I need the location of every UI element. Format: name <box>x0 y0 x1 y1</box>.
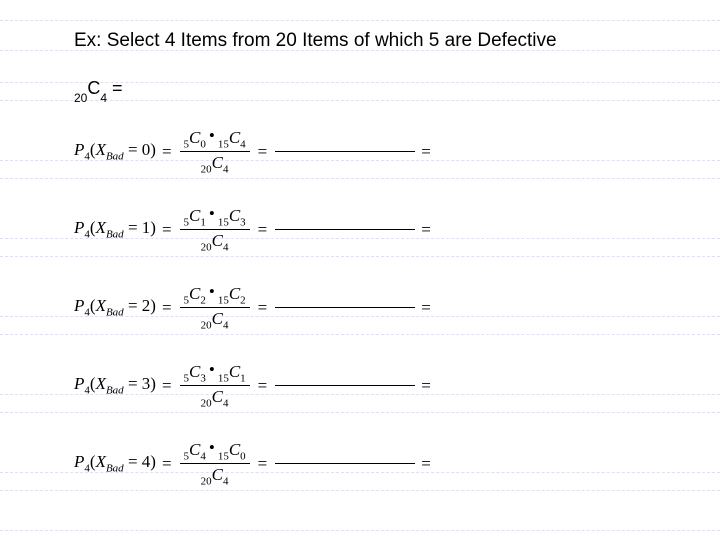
blank-fraction-bar <box>275 463 415 464</box>
blank-fraction-bar <box>275 307 415 308</box>
probability-row-1: P4(XBad = 1) = 5C1•15C320C4 = = <box>74 202 646 258</box>
blank-fraction-bar <box>275 151 415 152</box>
equals-2: = <box>258 454 268 474</box>
equals-3: = <box>421 376 431 396</box>
lhs: P4(XBad = 4) <box>74 452 156 474</box>
fraction-symbolic: 5C1•15C320C4 <box>180 205 250 255</box>
equals-2: = <box>258 220 268 240</box>
blank-fraction-bar <box>275 229 415 230</box>
page-title: Ex: Select 4 Items from 20 Items of whic… <box>74 30 646 52</box>
fraction-symbolic: 5C0•15C420C4 <box>180 127 250 177</box>
lhs: P4(XBad = 0) <box>74 140 156 162</box>
probability-row-0: P4(XBad = 0) = 5C0•15C420C4 = = <box>74 124 646 180</box>
equals-2: = <box>258 298 268 318</box>
equals-3: = <box>421 298 431 318</box>
fraction-symbolic: 5C4•15C020C4 <box>180 439 250 489</box>
probability-row-3: P4(XBad = 3) = 5C3•15C120C4 = = <box>74 358 646 414</box>
combo-eq: = <box>107 78 123 98</box>
combo-n: 20 <box>74 91 87 105</box>
equals-1: = <box>162 454 172 474</box>
fraction-symbolic: 5C3•15C120C4 <box>180 361 250 411</box>
equals-1: = <box>162 298 172 318</box>
lhs: P4(XBad = 2) <box>74 296 156 318</box>
equals-1: = <box>162 220 172 240</box>
probability-row-2: P4(XBad = 2) = 5C2•15C220C4 = = <box>74 280 646 336</box>
equals-1: = <box>162 376 172 396</box>
combo-r: 4 <box>100 91 107 105</box>
equals-1: = <box>162 142 172 162</box>
equals-2: = <box>258 142 268 162</box>
equals-3: = <box>421 220 431 240</box>
equals-3: = <box>421 454 431 474</box>
equals-2: = <box>258 376 268 396</box>
lhs: P4(XBad = 1) <box>74 218 156 240</box>
fraction-symbolic: 5C2•15C220C4 <box>180 283 250 333</box>
combo-C: C <box>87 78 100 98</box>
blank-fraction-bar <box>275 385 415 386</box>
lhs: P4(XBad = 3) <box>74 374 156 396</box>
combination-total: 20C4 = <box>74 78 646 102</box>
equals-3: = <box>421 142 431 162</box>
probability-row-4: P4(XBad = 4) = 5C4•15C020C4 = = <box>74 436 646 492</box>
